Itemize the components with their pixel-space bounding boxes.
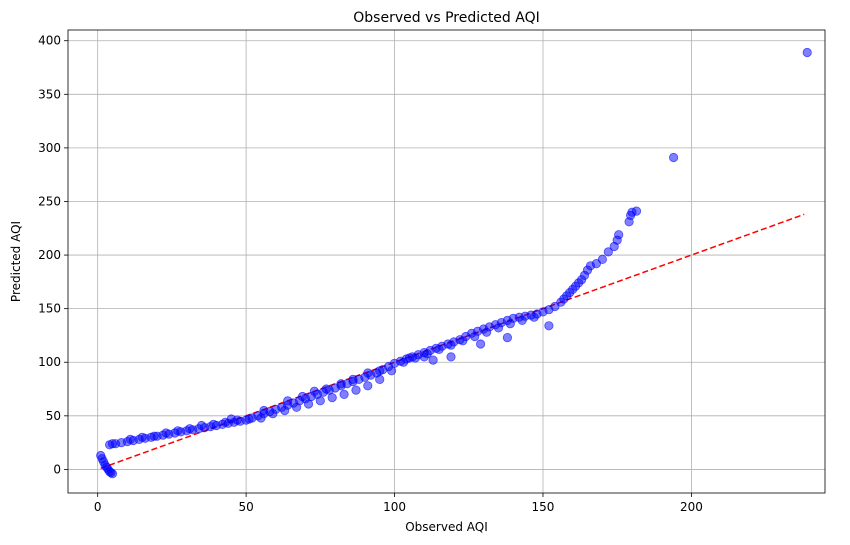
data-point	[268, 409, 278, 419]
data-point	[363, 381, 373, 391]
data-point	[309, 386, 319, 396]
data-point	[336, 379, 346, 389]
y-tick-label: 0	[53, 462, 61, 476]
data-point	[185, 424, 195, 434]
data-point	[505, 319, 515, 329]
data-point	[631, 206, 642, 216]
data-point	[321, 384, 331, 394]
y-tick-label: 300	[38, 141, 61, 155]
scatter-points	[96, 47, 812, 479]
data-point	[614, 230, 624, 240]
data-point	[208, 419, 219, 429]
data-point	[446, 340, 456, 350]
data-point	[291, 402, 302, 412]
x-tick-label: 100	[383, 500, 406, 514]
y-tick-label: 250	[38, 194, 61, 208]
data-point	[668, 152, 679, 163]
data-point	[375, 374, 385, 384]
data-point	[386, 366, 397, 376]
data-point	[283, 396, 293, 406]
chart-title: Observed vs Predicted AQI	[353, 10, 539, 26]
data-point	[802, 47, 812, 58]
data-point	[315, 396, 325, 406]
data-point	[107, 469, 118, 479]
data-point	[502, 332, 512, 343]
data-point	[259, 405, 269, 416]
x-axis-ticks: 0 50 100 150 200	[94, 493, 703, 514]
data-point	[244, 414, 254, 424]
data-point	[419, 352, 429, 362]
data-point	[544, 321, 554, 331]
data-point	[149, 431, 159, 441]
data-point	[446, 352, 456, 362]
data-point	[493, 323, 504, 333]
data-point	[137, 432, 147, 442]
data-point	[363, 368, 373, 378]
data-point	[470, 331, 480, 342]
data-point	[125, 434, 135, 444]
grid-lines	[68, 30, 825, 493]
data-point	[517, 315, 527, 325]
data-point	[339, 389, 349, 399]
y-tick-label: 100	[38, 355, 61, 369]
data-point	[428, 355, 438, 365]
data-point	[173, 426, 183, 436]
x-tick-label: 150	[532, 500, 555, 514]
data-point	[161, 428, 171, 438]
data-point	[351, 385, 361, 395]
y-tick-label: 150	[38, 302, 61, 316]
y-axis-label: Predicted AQI	[9, 221, 23, 302]
data-point	[280, 405, 290, 416]
data-point	[475, 339, 486, 349]
y-tick-label: 50	[46, 409, 61, 423]
data-point	[434, 344, 444, 354]
data-point	[603, 247, 613, 257]
data-point	[458, 336, 468, 346]
y-tick-label: 400	[38, 34, 61, 48]
data-point	[303, 399, 314, 409]
x-tick-label: 0	[94, 500, 102, 514]
data-point	[481, 327, 492, 337]
x-tick-label: 200	[680, 500, 703, 514]
data-point	[348, 374, 358, 384]
x-tick-label: 50	[238, 500, 253, 514]
data-point	[529, 312, 539, 322]
x-axis-label: Observed AQI	[405, 520, 488, 534]
data-point	[327, 392, 337, 403]
y-axis-ticks: 0 50 100 150 200 250 300 350 400	[38, 34, 68, 476]
y-tick-label: 200	[38, 248, 61, 262]
data-point	[226, 414, 236, 424]
data-point	[404, 353, 414, 363]
data-point	[297, 391, 308, 402]
plot-frame	[67, 29, 826, 494]
data-point	[197, 420, 207, 431]
data-point	[597, 254, 608, 264]
y-tick-label: 350	[38, 87, 61, 101]
data-point	[375, 366, 385, 376]
